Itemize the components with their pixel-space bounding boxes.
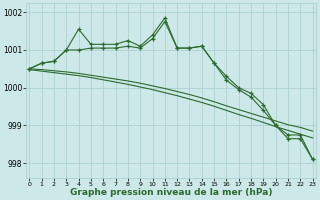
X-axis label: Graphe pression niveau de la mer (hPa): Graphe pression niveau de la mer (hPa) <box>70 188 272 197</box>
